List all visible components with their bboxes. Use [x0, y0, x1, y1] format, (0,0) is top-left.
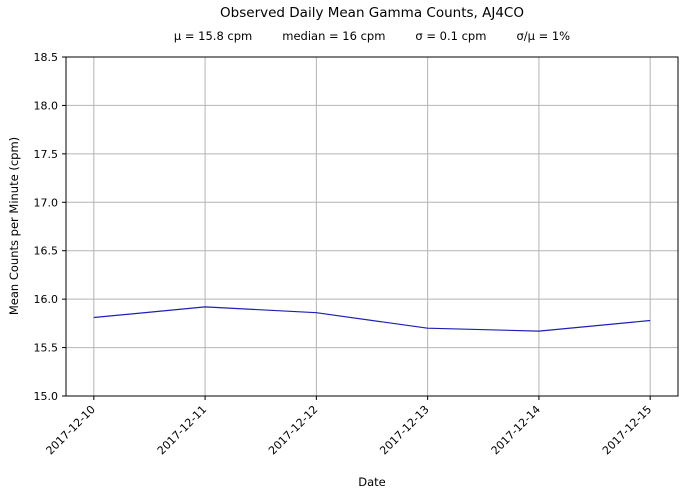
y-axis-label: Mean Counts per Minute (cpm) [7, 136, 21, 316]
x-tick-label: 2017-12-12 [266, 403, 320, 457]
x-axis-label: Date [358, 475, 386, 489]
x-tick-label: 2017-12-14 [489, 403, 543, 457]
y-tick-label: 18.0 [34, 99, 59, 112]
y-tick-label: 17.5 [34, 148, 59, 161]
y-tick-label: 15.5 [34, 342, 59, 355]
x-tick-label: 2017-12-13 [377, 403, 431, 457]
y-tick-label: 16.0 [34, 293, 59, 306]
stat-sigma: σ = 0.1 cpm [415, 29, 487, 43]
axes-border [65, 56, 679, 397]
stat-sigma-over-mu: σ/μ = 1% [516, 29, 571, 43]
y-tick-label: 15.0 [34, 390, 59, 403]
x-tick-label: 2017-12-11 [155, 403, 209, 457]
y-tick-label: 17.0 [34, 196, 59, 209]
stat-median: median = 16 cpm [282, 29, 386, 43]
chart-subtitle-stats: μ = 15.8 cpm median = 16 cpm σ = 0.1 cpm… [66, 29, 678, 43]
x-tick-label: 2017-12-10 [44, 403, 98, 457]
stat-mean: μ = 15.8 cpm [173, 29, 253, 43]
chart-title: Observed Daily Mean Gamma Counts, AJ4CO [220, 5, 524, 21]
data-line-series [93, 306, 651, 332]
y-tick-label: 18.5 [34, 51, 59, 64]
y-tick-label: 16.5 [34, 245, 59, 258]
x-tick-label: 2017-12-15 [600, 403, 654, 457]
